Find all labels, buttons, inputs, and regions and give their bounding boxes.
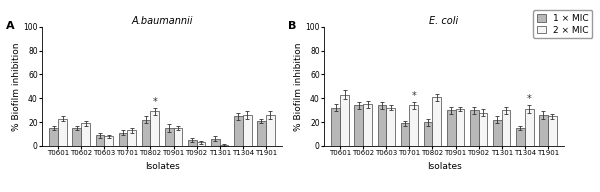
Bar [49, 128, 58, 146]
Bar [220, 145, 229, 146]
Bar [386, 108, 395, 146]
Bar [234, 116, 243, 146]
Bar [493, 120, 502, 146]
Bar [447, 110, 455, 146]
Bar [355, 105, 363, 146]
Bar [197, 142, 205, 146]
Title: A.baumannii: A.baumannii [131, 16, 193, 26]
Bar [266, 115, 275, 146]
Bar [433, 97, 441, 146]
Title: E. coli: E. coli [430, 16, 458, 26]
Bar [363, 104, 372, 146]
Bar [331, 108, 340, 146]
Text: *: * [152, 97, 157, 107]
Bar [211, 139, 220, 146]
Bar [539, 115, 548, 146]
Bar [516, 128, 525, 146]
Bar [127, 130, 136, 146]
Bar [243, 115, 251, 146]
Bar [58, 118, 67, 146]
Bar [95, 135, 104, 146]
Bar [502, 110, 511, 146]
Bar [470, 110, 479, 146]
Bar [409, 105, 418, 146]
Bar [104, 136, 113, 146]
Bar [548, 116, 557, 146]
Y-axis label: % Biofilm inhibition: % Biofilm inhibition [293, 42, 302, 131]
Y-axis label: % Biofilm inhibition: % Biofilm inhibition [11, 42, 20, 131]
Text: A: A [6, 21, 14, 31]
Bar [479, 113, 487, 146]
Bar [340, 95, 349, 146]
Bar [165, 128, 173, 146]
Bar [119, 133, 127, 146]
Bar [401, 123, 409, 146]
Text: B: B [288, 21, 296, 31]
Text: *: * [412, 91, 416, 101]
Bar [173, 128, 182, 146]
Text: *: * [527, 94, 532, 104]
Bar [151, 111, 159, 146]
Bar [73, 128, 81, 146]
Bar [257, 121, 266, 146]
Bar [81, 123, 90, 146]
Bar [424, 122, 433, 146]
Bar [188, 140, 197, 146]
Bar [525, 109, 533, 146]
X-axis label: Isolates: Isolates [145, 162, 179, 171]
Bar [377, 105, 386, 146]
Bar [142, 120, 151, 146]
Legend: 1 × MIC, 2 × MIC: 1 × MIC, 2 × MIC [533, 10, 592, 38]
X-axis label: Isolates: Isolates [427, 162, 461, 171]
Bar [455, 109, 464, 146]
